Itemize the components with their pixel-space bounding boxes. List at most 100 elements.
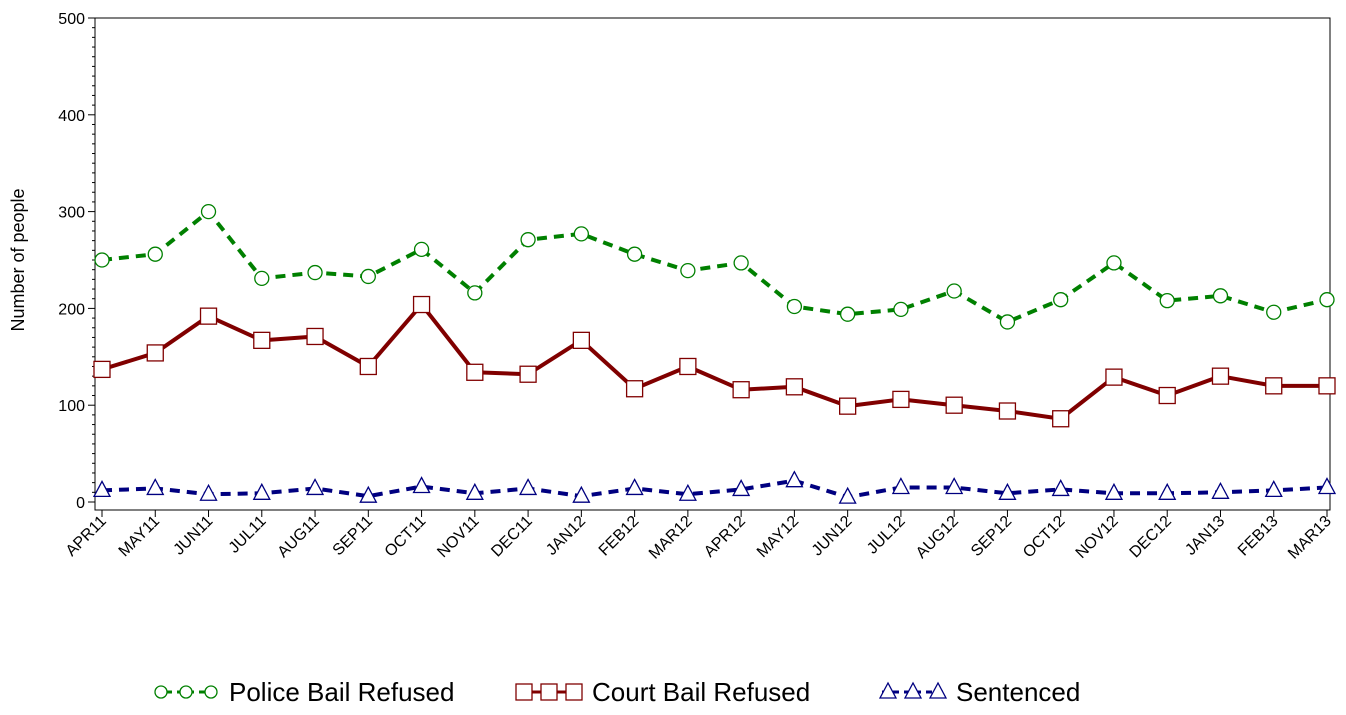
x-tick-label: OCT11 xyxy=(382,513,430,561)
legend-marker-court-bail-refused xyxy=(565,683,583,701)
data-point-sentenced xyxy=(1317,477,1337,495)
data-point-court-bail-refused xyxy=(1211,367,1230,385)
data-point-court-bail-refused xyxy=(1265,377,1283,395)
data-point-police-bail-refused xyxy=(467,285,483,301)
data-point-sentenced xyxy=(1051,479,1070,497)
data-point-sentenced xyxy=(359,485,378,503)
data-point-sentenced xyxy=(785,470,804,488)
x-tick-label: AUG12 xyxy=(913,513,962,562)
legend-marker-police-bail-refused xyxy=(154,685,168,699)
data-point-sentenced xyxy=(732,479,751,497)
data-point-sentenced xyxy=(572,485,591,503)
data-point-court-bail-refused xyxy=(839,397,857,415)
data-point-court-bail-refused xyxy=(785,378,804,396)
y-tick-label: 400 xyxy=(58,108,85,125)
data-point-sentenced xyxy=(1104,482,1124,500)
series-line-court-bail-refused xyxy=(101,302,1327,421)
data-point-court-bail-refused xyxy=(572,331,590,349)
legend-marker-police-bail-refused xyxy=(179,685,193,699)
data-point-police-bail-refused xyxy=(200,203,217,220)
x-tick-label: MAY11 xyxy=(116,513,164,561)
data-point-sentenced xyxy=(998,482,1017,500)
x-tick-label: FEB13 xyxy=(1235,513,1282,560)
data-point-police-bail-refused xyxy=(946,283,962,299)
data-point-police-bail-refused xyxy=(307,264,323,281)
data-point-police-bail-refused xyxy=(1266,304,1282,320)
x-tick-label: AUG11 xyxy=(275,513,323,561)
legend-marker-court-bail-refused xyxy=(515,683,533,701)
legend-marker-sentenced xyxy=(903,681,923,699)
data-point-court-bail-refused xyxy=(625,380,644,398)
y-tick-label: 300 xyxy=(58,205,85,222)
legend-item-sentenced: Sentenced xyxy=(878,677,1080,707)
data-point-police-bail-refused xyxy=(94,252,110,268)
legend-label-court-bail-refused: Court Bail Refused xyxy=(592,677,810,707)
data-point-court-bail-refused xyxy=(892,390,910,409)
data-point-court-bail-refused xyxy=(1052,410,1070,428)
data-point-police-bail-refused xyxy=(147,246,163,262)
data-point-sentenced xyxy=(92,480,112,498)
data-point-court-bail-refused xyxy=(1158,386,1176,405)
series-police-bail-refused xyxy=(94,203,1335,330)
x-tick-label: JAN12 xyxy=(543,513,589,559)
data-point-police-bail-refused xyxy=(413,241,430,258)
data-point-police-bail-refused xyxy=(573,226,589,242)
data-point-police-bail-refused xyxy=(254,270,270,287)
series-layer xyxy=(92,203,1337,504)
data-point-police-bail-refused xyxy=(360,268,376,285)
x-tick-label: FEB12 xyxy=(596,513,643,560)
data-point-sentenced xyxy=(678,483,697,501)
y-tick-label: 0 xyxy=(76,495,85,512)
data-point-police-bail-refused xyxy=(733,255,749,271)
data-point-sentenced xyxy=(1264,480,1283,498)
data-point-court-bail-refused xyxy=(146,344,164,362)
data-point-court-bail-refused xyxy=(359,357,377,376)
data-point-sentenced xyxy=(412,476,431,494)
x-tick-label: OCT12 xyxy=(1020,513,1069,562)
x-tick-label: JUN12 xyxy=(809,513,856,560)
data-point-police-bail-refused xyxy=(1212,288,1229,304)
x-tick-label: NOV11 xyxy=(434,513,482,561)
data-point-court-bail-refused xyxy=(93,360,111,379)
data-point-sentenced xyxy=(465,482,484,500)
series-sentenced xyxy=(92,470,1337,504)
data-point-police-bail-refused xyxy=(520,232,536,248)
x-tick-label: NOV12 xyxy=(1073,513,1122,562)
data-point-police-bail-refused xyxy=(1159,293,1175,309)
data-point-police-bail-refused xyxy=(626,246,643,262)
legend-label-police-bail-refused: Police Bail Refused xyxy=(229,677,454,707)
data-point-police-bail-refused xyxy=(893,301,909,318)
x-tick-label: APR12 xyxy=(701,513,749,561)
x-tick-label: MAY12 xyxy=(754,513,802,561)
data-point-sentenced xyxy=(146,478,165,496)
data-point-court-bail-refused xyxy=(519,365,537,383)
data-point-sentenced xyxy=(199,483,218,501)
x-tick-label: DEC12 xyxy=(1127,513,1176,562)
x-tick-label: JAN13 xyxy=(1182,513,1228,559)
data-point-court-bail-refused xyxy=(466,363,484,381)
x-tick-label: DEC11 xyxy=(488,513,536,561)
data-point-court-bail-refused xyxy=(945,396,963,414)
data-point-sentenced xyxy=(1211,481,1230,499)
legend: Police Bail Refused Court Bail Refused Sen… xyxy=(154,677,1080,707)
legend-item-court-bail-refused: Court Bail Refused xyxy=(515,677,810,707)
data-point-court-bail-refused xyxy=(306,327,324,346)
legend-label-sentenced: Sentenced xyxy=(956,677,1080,707)
y-tick-label: 200 xyxy=(58,301,85,318)
x-tick-label: MAR13 xyxy=(1285,513,1335,563)
x-tick-label: JUL11 xyxy=(226,513,270,557)
data-point-court-bail-refused xyxy=(1318,377,1336,395)
data-point-police-bail-refused xyxy=(680,262,696,279)
data-point-sentenced xyxy=(1158,482,1177,500)
data-point-court-bail-refused xyxy=(412,295,431,314)
data-point-court-bail-refused xyxy=(998,402,1017,420)
y-tick-label: 500 xyxy=(58,11,85,28)
x-tick-label: JUL12 xyxy=(864,513,909,558)
x-tick-label: APR11 xyxy=(63,513,110,560)
data-point-sentenced xyxy=(625,478,644,496)
data-point-sentenced xyxy=(519,478,538,496)
legend-marker-court-bail-refused xyxy=(540,683,558,701)
data-point-court-bail-refused xyxy=(253,331,271,349)
